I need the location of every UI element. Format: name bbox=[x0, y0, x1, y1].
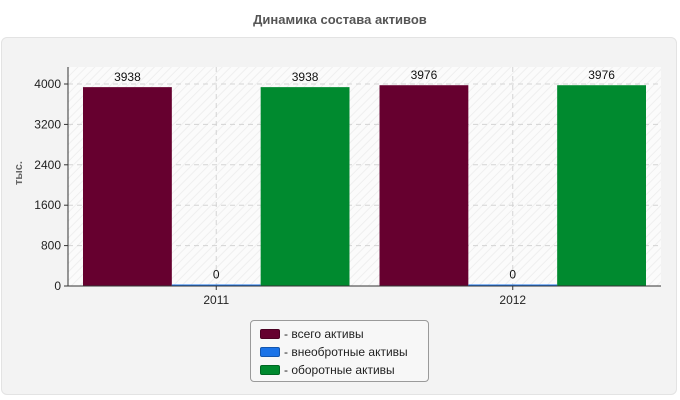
bar bbox=[557, 85, 646, 286]
legend-swatch-total-assets bbox=[260, 329, 280, 339]
legend-label-current-assets: - оборотные активы bbox=[284, 363, 395, 377]
data-label: 3976 bbox=[411, 68, 438, 82]
legend-item-current-assets[interactable]: - оборотные активы bbox=[260, 361, 428, 379]
x-tick-label: 2012 bbox=[499, 293, 526, 307]
legend: - всего активы - внеобротные активы - об… bbox=[250, 320, 429, 382]
bar bbox=[83, 87, 172, 286]
x-tick-label: 2011 bbox=[203, 293, 229, 307]
bar bbox=[379, 85, 469, 286]
bar bbox=[171, 284, 261, 286]
legend-swatch-noncurrent-assets bbox=[260, 347, 280, 357]
legend-label-total-assets: - всего активы bbox=[284, 327, 364, 341]
data-label: 3976 bbox=[588, 68, 615, 82]
legend-label-noncurrent-assets: - внеобротные активы bbox=[284, 345, 408, 359]
legend-item-total-assets[interactable]: - всего активы bbox=[260, 325, 428, 343]
data-label: 0 bbox=[509, 268, 516, 282]
bar bbox=[260, 87, 350, 286]
legend-item-noncurrent-assets[interactable]: - внеобротные активы bbox=[260, 343, 428, 361]
y-tick-label: 0 bbox=[54, 279, 61, 293]
y-tick-label: 2400 bbox=[34, 158, 61, 172]
y-tick-label: 800 bbox=[41, 239, 61, 253]
y-axis-title: тыс. bbox=[13, 161, 25, 185]
y-tick-label: 3200 bbox=[34, 117, 61, 131]
y-tick-label: 4000 bbox=[34, 77, 61, 91]
data-label: 3938 bbox=[114, 70, 141, 84]
data-label: 3938 bbox=[292, 70, 319, 84]
y-tick-label: 1600 bbox=[34, 198, 61, 212]
chart-title: Динамика состава активов bbox=[253, 12, 427, 27]
bar bbox=[468, 284, 558, 286]
legend-swatch-current-assets bbox=[260, 365, 280, 375]
data-label: 0 bbox=[213, 268, 220, 282]
